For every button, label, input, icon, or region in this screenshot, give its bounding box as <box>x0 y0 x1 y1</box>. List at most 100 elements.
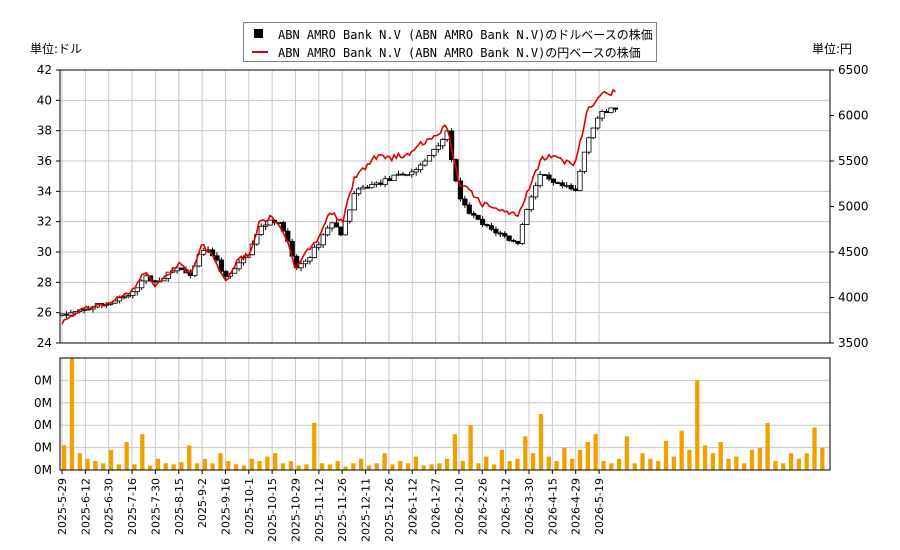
right-unit-label: 単位:円 <box>812 42 853 56</box>
date-tick-label: 2026-1-12 <box>406 478 419 535</box>
candle-body <box>356 188 362 195</box>
candle-body <box>267 219 273 226</box>
volume-bar <box>147 465 153 470</box>
candle-body <box>612 107 618 110</box>
candle-body <box>382 178 388 185</box>
candle-body <box>488 225 495 230</box>
price-grid <box>60 70 830 343</box>
candle-body <box>426 155 433 162</box>
candle-body <box>320 234 326 246</box>
candle-body <box>515 240 521 244</box>
candle-body <box>404 174 410 177</box>
candle-body <box>608 107 614 113</box>
candle-body <box>311 246 317 258</box>
date-tick-label: 2025-9-16 <box>219 478 232 535</box>
candle-body <box>369 184 375 189</box>
candle-body <box>568 184 574 190</box>
volume-bar <box>687 449 692 470</box>
candle-body <box>338 226 344 236</box>
date-tick-label: 2025-5-29 <box>56 478 69 535</box>
volume-bar <box>679 430 684 470</box>
candle-body <box>413 169 419 173</box>
right-price-axis: 3500 4000 4500 5000 5500 6000 6500 <box>830 63 869 350</box>
volume-bar <box>327 464 333 470</box>
volume-bar <box>155 458 161 470</box>
volume-bar <box>523 436 528 470</box>
candle-body <box>431 148 437 156</box>
volume-bar <box>562 447 567 470</box>
volume-tick-label: 0M <box>34 373 52 387</box>
volume-bar <box>335 461 340 470</box>
volume-bar <box>538 414 544 470</box>
volume-bar <box>437 463 442 470</box>
volume-bar <box>233 464 239 470</box>
volume-bar <box>296 465 301 470</box>
volume-bar <box>796 458 802 470</box>
volume-bar <box>304 464 309 470</box>
volume-bar <box>265 456 270 470</box>
volume-bar <box>202 458 207 470</box>
date-tick-label: 2025-6-30 <box>103 478 116 535</box>
candle-body <box>152 280 158 283</box>
volume-bar <box>241 465 247 470</box>
candle-body <box>572 188 579 191</box>
date-tick-label: 2025-11-12 <box>313 478 326 542</box>
legend-jpy-label: ABN AMRO Bank N.V (ABN AMRO Bank N.V)の円ベ… <box>278 46 641 60</box>
candle-body <box>139 280 145 289</box>
volume-bar <box>351 463 356 470</box>
volume-bar <box>366 465 372 470</box>
left-tick-label: 36 <box>37 154 52 168</box>
volume-tick-label: 0M <box>34 441 52 455</box>
volume-bar <box>288 461 293 470</box>
volume-bar <box>702 445 708 470</box>
candle-body <box>528 196 534 211</box>
candle-body <box>214 255 220 261</box>
volume-bar <box>648 458 653 470</box>
volume-bar <box>616 458 622 470</box>
date-tick-label: 2025-7-16 <box>126 478 139 535</box>
volume-axis: 0M 0M 0M 0M 0M <box>34 373 52 477</box>
candle-body <box>599 111 605 119</box>
volume-bar <box>194 463 200 470</box>
candle-body <box>603 111 610 113</box>
candle-body <box>360 186 366 190</box>
volume-bar <box>374 463 379 470</box>
candle-body <box>559 182 565 187</box>
candle-body <box>130 291 136 296</box>
candle-body <box>263 224 269 227</box>
volume-bar <box>530 453 536 470</box>
candle-body <box>134 287 140 293</box>
volume-bar <box>429 464 434 470</box>
candle-body <box>170 270 176 273</box>
volume-bar <box>788 453 794 470</box>
date-tick-label: 2026-5-19 <box>593 478 606 535</box>
volume-bars <box>62 358 825 470</box>
candle-body <box>541 174 548 176</box>
volume-bar <box>218 453 223 470</box>
candle-body <box>391 174 397 182</box>
volume-bar <box>710 453 716 470</box>
candle-body <box>457 180 464 200</box>
volume-bar <box>445 458 450 470</box>
right-tick-label: 4000 <box>838 291 869 305</box>
date-tick-label: 2025-7-30 <box>149 478 162 535</box>
volume-bar <box>820 447 825 470</box>
volume-tick-label: 0M <box>34 463 52 477</box>
left-tick-label: 26 <box>37 306 52 320</box>
volume-bar <box>585 442 590 470</box>
jpy-price-line <box>61 88 616 325</box>
candle-body <box>519 224 526 244</box>
date-tick-label: 2025-10-1 <box>243 478 256 535</box>
right-tick-label: 6500 <box>838 63 869 77</box>
candle-body <box>497 232 503 235</box>
volume-bar <box>210 463 215 470</box>
price-plot-frame <box>59 69 831 344</box>
left-tick-label: 30 <box>37 245 52 259</box>
left-tick-label: 40 <box>37 93 52 107</box>
volume-bar <box>405 463 411 470</box>
volume-bar <box>468 425 473 470</box>
candle-body <box>121 296 127 299</box>
candle-body <box>178 267 185 271</box>
volume-bar <box>77 453 82 470</box>
volume-bar <box>312 422 317 470</box>
